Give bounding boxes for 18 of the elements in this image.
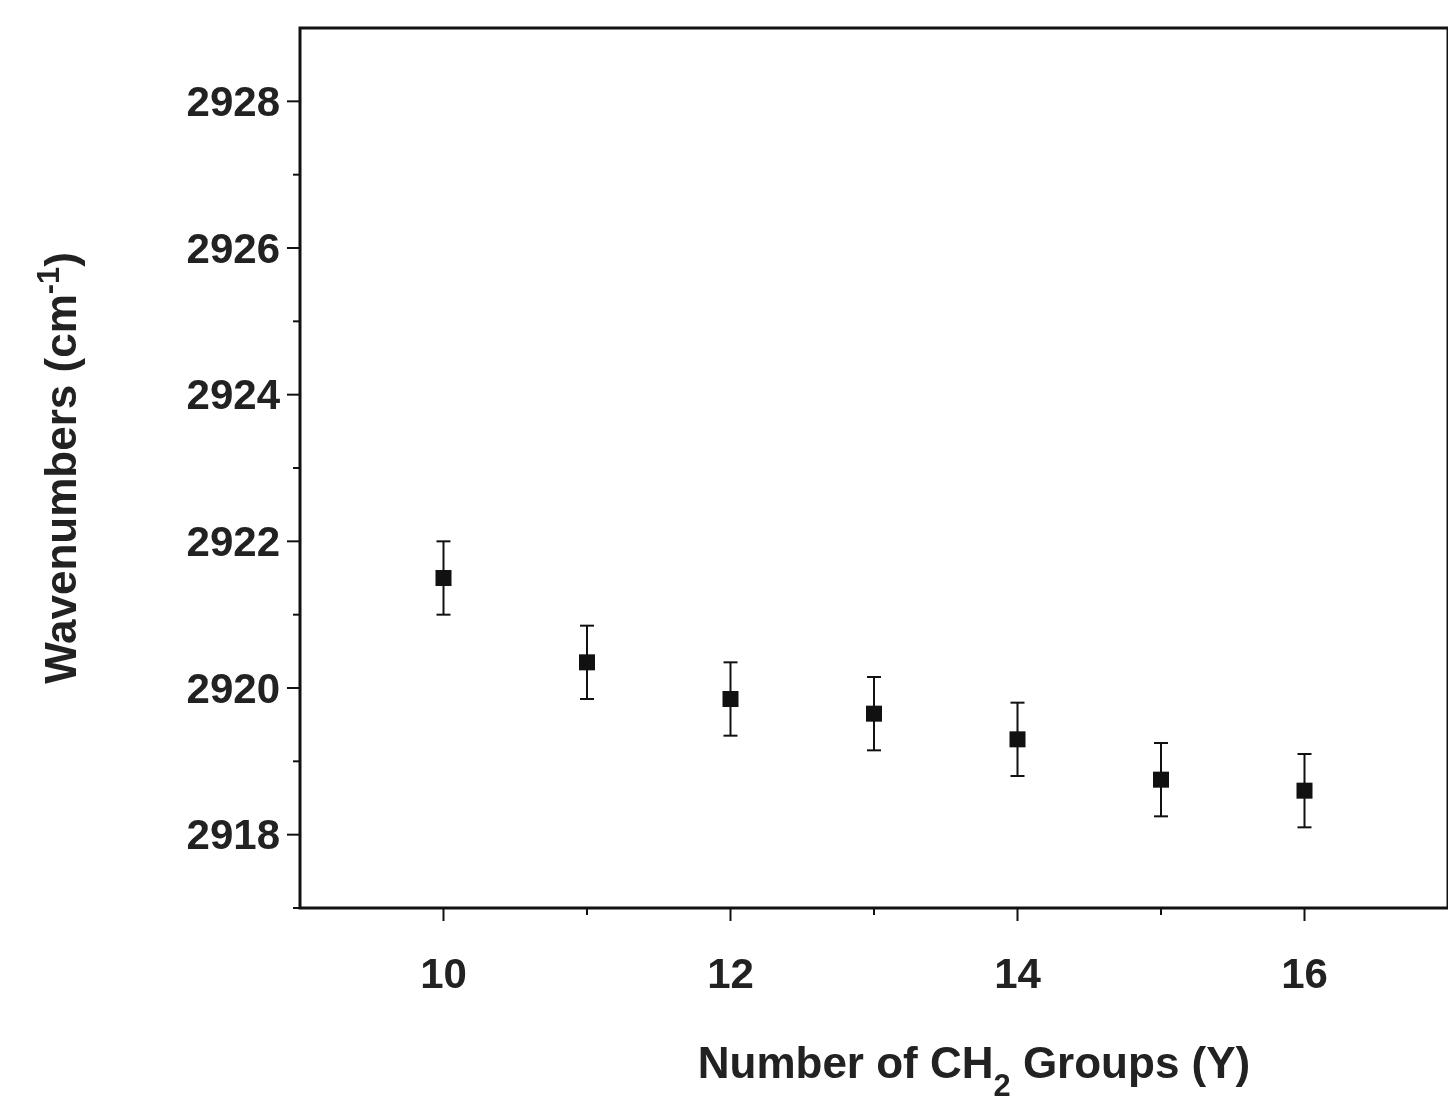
point [866, 705, 882, 722]
x-tick-label: 14 [994, 950, 1042, 997]
y-tick-label: 2928 [186, 78, 280, 126]
point [1153, 771, 1169, 788]
point [579, 654, 595, 671]
point [1296, 782, 1313, 799]
point [435, 570, 452, 586]
x-tick-label: 12 [707, 950, 754, 997]
point [722, 691, 739, 707]
x-tick-label: 16 [1281, 950, 1328, 997]
x-axis-title: Number of CH$_{2}$ Groups (Y) [697, 1038, 1251, 1100]
y-tick-label: 2918 [186, 811, 280, 859]
y-tick-label: 2924 [186, 371, 281, 419]
y-tick-label: 2920 [186, 664, 280, 712]
y-tick-label: 2926 [186, 224, 280, 272]
point [1009, 731, 1026, 748]
y-tick-label: 2922 [186, 518, 280, 566]
x-tick-label: 10 [420, 950, 467, 997]
